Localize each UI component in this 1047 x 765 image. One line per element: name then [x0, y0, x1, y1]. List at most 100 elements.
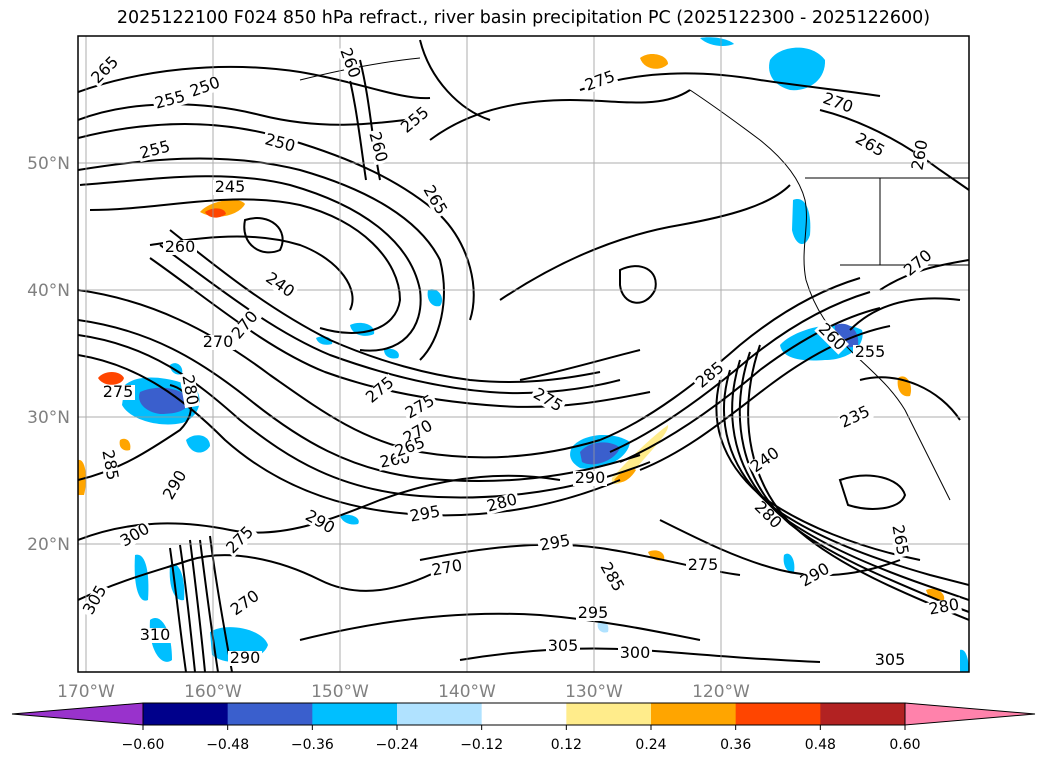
- contour-line: [639, 325, 891, 471]
- contour-line: [159, 244, 621, 395]
- contour-line: [419, 39, 491, 121]
- contour-label: 295: [578, 603, 609, 622]
- contour-label-bg: [686, 558, 720, 573]
- contour-label: 305: [548, 636, 579, 655]
- contour-line: [579, 72, 881, 97]
- fill-blob: [769, 47, 826, 91]
- contour-label: 310: [140, 625, 171, 644]
- lon-label: 170°W: [57, 682, 115, 702]
- contour-label-bg: [138, 628, 172, 643]
- contour-line: [169, 229, 601, 383]
- contour-label: 260: [165, 237, 196, 256]
- contour-line: [879, 259, 969, 291]
- contour-label-bg: [228, 307, 263, 344]
- colorbar-extend-max: [904, 702, 1036, 726]
- contour-line: [89, 198, 402, 334]
- contour-label-bg: [365, 128, 390, 166]
- contour-line: [659, 519, 901, 577]
- contour-line: [519, 349, 641, 381]
- contour-label-bg: [136, 138, 174, 163]
- contour-line: [243, 217, 284, 254]
- contour-line: [619, 307, 881, 463]
- fill-blob: [648, 550, 665, 561]
- contour-line: [299, 612, 701, 641]
- fill-blob: [78, 459, 86, 495]
- fill-blob: [700, 37, 734, 46]
- contour-line: [169, 547, 187, 672]
- contour-label: 305: [875, 650, 906, 669]
- contour-label: 285: [98, 448, 122, 481]
- colorbar-tick-label: 0.24: [635, 737, 666, 753]
- contour-line: [149, 257, 651, 408]
- contour-line: [78, 65, 431, 100]
- contour-label-bg: [581, 68, 619, 95]
- contour-label-bg: [151, 88, 189, 113]
- contour-label: 295: [408, 501, 441, 525]
- fill-blob: [98, 372, 124, 385]
- contour-label: 265: [392, 432, 427, 460]
- contour-line: [189, 539, 206, 672]
- contour-label-bg: [186, 74, 224, 101]
- contour-line: [499, 184, 791, 301]
- lon-label: 120°W: [692, 682, 750, 702]
- fill-blob: [186, 435, 210, 453]
- colorbar-segment: [143, 703, 229, 725]
- contour-label: 275: [582, 66, 617, 94]
- contour-label-bg: [429, 558, 466, 579]
- fill-blob: [614, 468, 636, 483]
- contour-label-bg: [88, 53, 123, 88]
- contour-label-bg: [419, 181, 450, 219]
- contour-label-bg: [873, 653, 907, 668]
- lon-label: 140°W: [438, 682, 496, 702]
- contour-line: [78, 289, 601, 459]
- contour-label: 275: [362, 373, 398, 407]
- contour-label-bg: [301, 507, 339, 538]
- contour-label: 260: [365, 130, 391, 164]
- contour-label-bg: [796, 560, 834, 591]
- contour-line: [79, 175, 422, 352]
- fill-blob: [640, 53, 668, 69]
- fill-blob: [134, 554, 149, 601]
- fill-blob: [960, 649, 969, 672]
- contour-label: 275: [688, 555, 719, 574]
- contour-line: [149, 235, 354, 311]
- contour-label-bg: [814, 320, 849, 355]
- contour-label: 280: [751, 497, 786, 532]
- lat-label: 30°N: [27, 408, 70, 428]
- contour-label: 265: [888, 523, 912, 556]
- contour-line: [429, 89, 691, 141]
- contour-label: 280: [485, 489, 519, 515]
- contour-label-bg: [362, 373, 399, 408]
- colorbar-segment: [735, 703, 821, 725]
- colorbar-tick-label: −0.60: [122, 737, 165, 753]
- contour-label: 260: [336, 45, 364, 80]
- lat-label: 40°N: [27, 281, 70, 301]
- colorbar-tick-label: 0.48: [805, 737, 836, 753]
- contour-label-bg: [407, 504, 444, 525]
- contour-label: 275: [103, 382, 134, 401]
- contour-label-bg: [529, 385, 567, 416]
- contour-label: 270: [430, 555, 463, 579]
- contour-label: 265: [87, 52, 122, 87]
- lon-label: 160°W: [184, 682, 242, 702]
- colorbar-segment: [312, 703, 398, 725]
- contour-label: 255: [397, 103, 433, 137]
- contour-label-bg: [596, 558, 627, 596]
- contour-label-bg: [836, 403, 874, 432]
- contour-line: [199, 539, 219, 672]
- contour-line: [619, 265, 657, 304]
- lon-label: 150°W: [311, 682, 369, 702]
- contour-label-bg: [391, 434, 429, 461]
- contour-label-bg: [910, 137, 931, 174]
- contour-label-bg: [116, 520, 154, 551]
- contour-line: [859, 376, 961, 421]
- contour-line: [78, 123, 475, 321]
- colorbar-segment: [651, 703, 737, 725]
- contour-label-bg: [573, 471, 607, 486]
- contour-label: 260: [907, 138, 931, 171]
- contour-label-bg: [576, 606, 610, 621]
- colorbar-tick-label: 0.36: [720, 737, 751, 753]
- contour-line: [819, 109, 969, 191]
- contour-label-bg: [261, 269, 298, 302]
- contour-label-bg: [926, 597, 963, 618]
